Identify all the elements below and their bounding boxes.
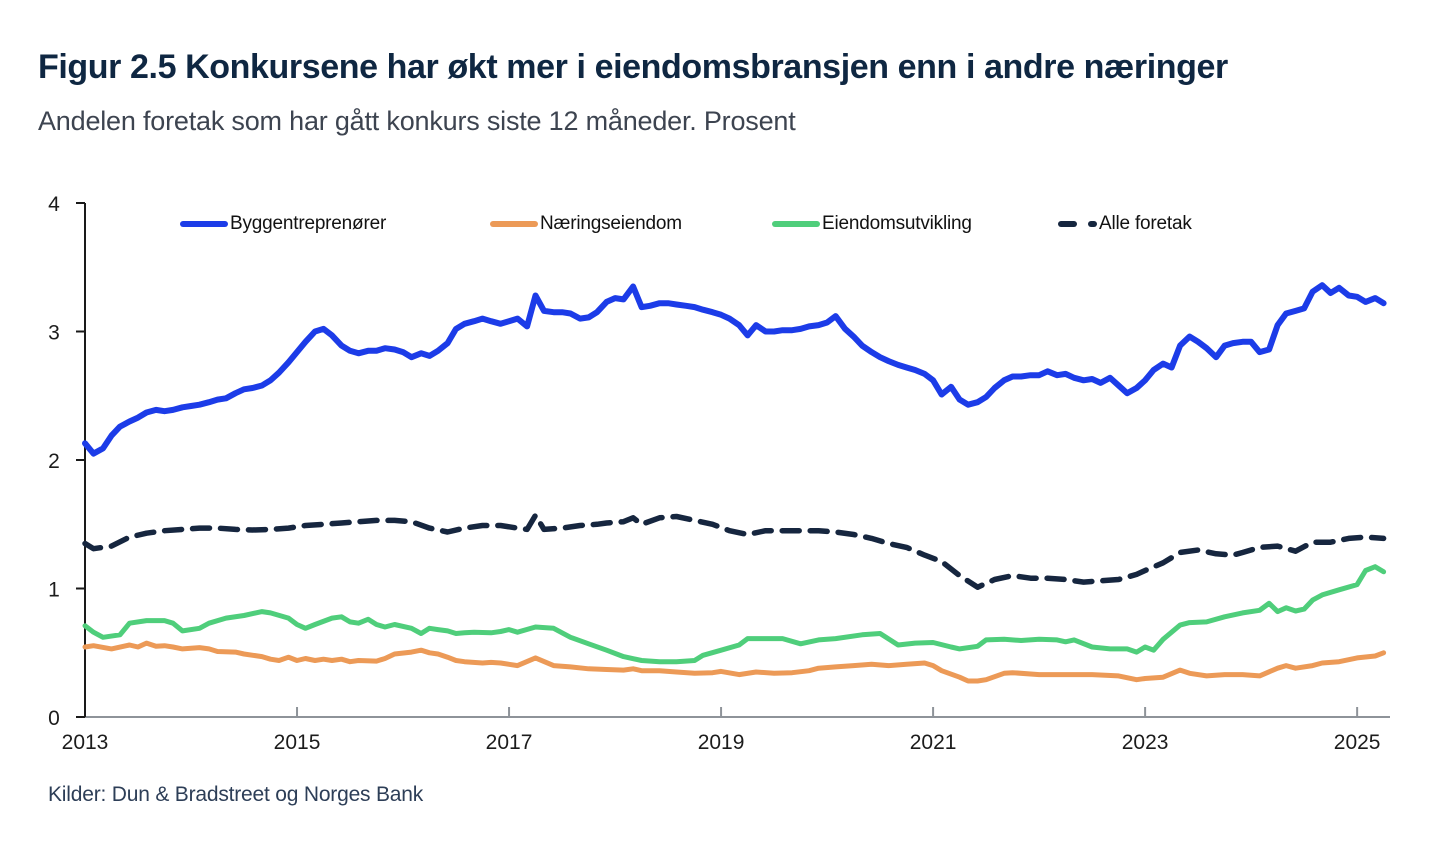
y-tick-label: 3 [48,322,60,345]
y-tick-label: 1 [48,579,60,602]
legend-item-naringseiendom: Næringseiendom [490,212,682,236]
legend-label: Byggentreprenører [230,213,387,234]
y-tick-label: 2 [48,450,60,473]
y-tick-label: 0 [48,707,60,730]
series-line-naringseiendom [82,640,1387,684]
legend-label: Alle foretak [1099,213,1192,234]
legend-item-alle-foretak: Alle foretak [1058,212,1192,236]
series-line-eiendomsutvikling [82,564,1387,665]
naringseiendom-line-swatch [490,221,538,227]
legend-label: Næringseiendom [540,213,682,234]
figure-source: Kilder: Dun & Bradstreet og Norges Bank [48,783,424,806]
x-tick-label: 2019 [698,731,745,754]
series-line-byggentreprenorer [82,282,1387,457]
x-tick-label: 2023 [1122,731,1169,754]
x-tick-label: 2021 [910,731,957,754]
legend-item-byggentreprenorer: Byggentreprenører [180,212,386,236]
figure-title: Figur 2.5 Konkursene har økt mer i eiend… [38,48,1228,86]
chart-legend: Byggentreprenører Næringseiendom Eiendom… [0,212,1445,238]
figure-subtitle: Andelen foretak som har gått konkurs sis… [38,106,796,136]
series-line-alle-foretak [82,512,1387,590]
eiendomsutvikling-line-swatch [772,221,820,227]
legend-label: Eiendomsutvikling [822,213,972,234]
x-tick-label: 2017 [486,731,533,754]
y-tick-label: 4 [48,193,60,216]
alle-foretak-dash-swatch [1088,221,1097,227]
x-tick-label: 2025 [1334,731,1381,754]
x-tick-label: 2013 [62,731,109,754]
byggentreprenorer-line-swatch [180,221,228,227]
x-tick-label: 2015 [274,731,321,754]
legend-item-eiendomsutvikling: Eiendomsutvikling [772,212,972,236]
alle-foretak-dash-swatch [1058,221,1077,227]
